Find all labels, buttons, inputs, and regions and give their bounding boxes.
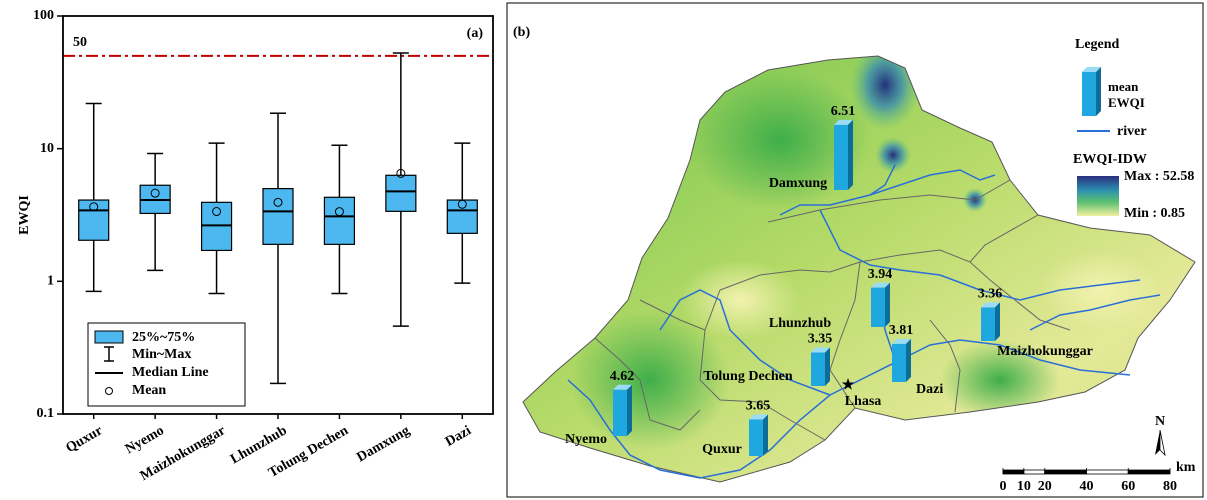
colorbar-title: EWQI-IDW <box>1073 152 1147 167</box>
x-tick-label: Dazi <box>443 423 474 450</box>
x-tick-label: Nyemo <box>123 423 167 457</box>
scale-tick-label: 0 <box>1000 479 1007 494</box>
bar-side <box>825 348 830 387</box>
district-label: Maizhokunggar <box>997 344 1093 359</box>
north-label: N <box>1155 414 1165 429</box>
district-label: Quxur <box>702 442 742 457</box>
scale-segment <box>1045 470 1087 474</box>
city-star: ★ <box>842 377 855 393</box>
y-tick-label: 100 <box>33 8 54 23</box>
scale-segment <box>1003 470 1024 474</box>
legend-title: Legend <box>1075 37 1120 52</box>
figure: 0 10 20 40 60 80 km 0.1 1 10 100 EWQI 50 (a) Quxur Nye… <box>0 0 1207 500</box>
bar <box>613 390 627 436</box>
y-tick-label: 1 <box>47 274 54 289</box>
x-tick-label: Quxur <box>63 423 105 456</box>
box <box>79 200 109 240</box>
city-label: Lhasa <box>845 394 882 409</box>
y-axis-label: EWQI <box>17 195 32 235</box>
legend-label: Median Line <box>132 365 209 380</box>
scale-tick-label: 60 <box>1121 479 1135 494</box>
map-shape <box>1096 67 1101 116</box>
bar-side <box>848 120 853 190</box>
scale-unit: km <box>1176 460 1196 475</box>
chart: 0 10 20 40 60 80 km 0.1 1 10 100 EWQI 50 (a) Quxur Nye… <box>0 0 1207 500</box>
panel-label: (a) <box>467 26 484 41</box>
box <box>324 197 354 244</box>
scale-tick-label: 40 <box>1080 479 1094 494</box>
box <box>447 200 477 233</box>
scale-segment <box>1128 470 1170 474</box>
bar-value-label: 6.51 <box>831 104 856 119</box>
legend-label: Mean <box>132 383 166 398</box>
bar <box>981 307 995 341</box>
district-label: Tolung Dechen <box>703 369 793 384</box>
bar-value-label: 3.94 <box>868 267 893 282</box>
scale-segment <box>1087 470 1129 474</box>
reference-label: 50 <box>73 35 87 50</box>
district-label: Dazi <box>916 382 943 397</box>
panel-label: (b) <box>513 25 530 40</box>
bar <box>892 344 906 382</box>
bar-value-label: 3.65 <box>746 399 771 414</box>
bar-value-label: 4.62 <box>610 369 635 384</box>
legend-river-label: river <box>1117 124 1147 139</box>
box <box>263 189 293 245</box>
district-label: Nyemo <box>565 432 607 447</box>
district-label: Damxung <box>769 176 827 191</box>
bar-side <box>995 302 1000 341</box>
bar-side <box>885 283 890 327</box>
colorbar-max: Max : 52.58 <box>1124 169 1194 184</box>
legend-box-swatch <box>95 331 123 343</box>
bar <box>749 420 763 457</box>
scale-tick-label: 20 <box>1038 479 1052 494</box>
colorbar-min: Min : 0.85 <box>1124 206 1185 221</box>
x-tick-label: Damxung <box>354 423 412 465</box>
legend-label: Min~Max <box>132 347 191 362</box>
legend-label: 25%~75% <box>132 330 195 345</box>
scale-segment <box>1024 470 1045 474</box>
box <box>386 175 416 211</box>
bar-side <box>627 385 632 436</box>
legend-bar-label: mean EWQI <box>1108 79 1152 111</box>
bar-side <box>763 415 768 457</box>
bar <box>834 125 848 190</box>
bar-side <box>906 339 911 382</box>
bar <box>811 353 825 387</box>
district-label: Lhunzhub <box>769 316 831 331</box>
bar-value-label: 3.35 <box>808 332 833 347</box>
map-shape <box>1082 72 1096 116</box>
map-shape <box>1077 176 1119 216</box>
bar-value-label: 3.81 <box>889 323 914 338</box>
bar-value-label: 3.36 <box>978 287 1003 302</box>
y-tick-label: 10 <box>40 141 54 156</box>
y-tick-label: 0.1 <box>37 406 55 421</box>
scale-tick-label: 10 <box>1017 479 1031 494</box>
bar <box>871 288 885 327</box>
scale-tick-label: 80 <box>1163 479 1177 494</box>
